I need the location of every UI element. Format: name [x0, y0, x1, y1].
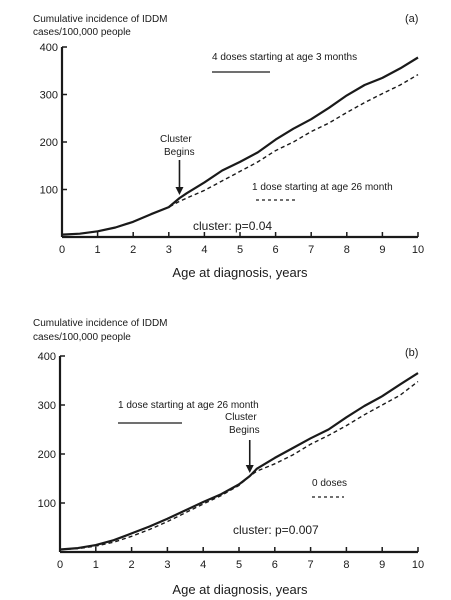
y-tick-label: 300: [40, 90, 58, 102]
y-axis-title-line1: Cumulative incidence of IDDM: [33, 14, 168, 25]
x-tick-label: 5: [236, 559, 242, 571]
x-tick-label: 10: [412, 559, 424, 571]
y-tick-label: 400: [40, 42, 58, 54]
legend-solid-label: 4 doses starting at age 3 months: [212, 52, 357, 63]
legend-dashed-label: 0 doses: [312, 478, 347, 489]
y-tick-label: 100: [38, 498, 56, 510]
x-tick-label: 8: [344, 244, 350, 256]
panel-a: Cumulative incidence of IDDM cases/100,0…: [33, 13, 424, 280]
x-tick-label: 9: [379, 244, 385, 256]
panel-label: (b): [405, 347, 418, 359]
y-tick-label: 300: [38, 400, 56, 412]
x-tick-label: 2: [130, 244, 136, 256]
y-tick-label: 100: [40, 185, 58, 197]
x-tick-label: 10: [412, 244, 424, 256]
y-axis-title-line2: cases/100,000 people: [33, 332, 131, 343]
y-tick-label: 200: [38, 449, 56, 461]
series-line-2: [61, 73, 419, 236]
x-tick-label: 6: [273, 244, 279, 256]
stat-annotation: cluster: p=0.007: [233, 523, 319, 537]
x-tick-label: 9: [379, 559, 385, 571]
y-axis-title-line1: Cumulative incidence of IDDM: [33, 318, 168, 329]
x-tick-label: 1: [95, 244, 101, 256]
x-tick-label: 4: [200, 559, 206, 571]
x-tick-label: 7: [308, 244, 314, 256]
x-tick-label: 6: [272, 559, 278, 571]
annotation-line2: Begins: [164, 147, 195, 158]
x-tick-label: 4: [201, 244, 207, 256]
x-tick-label: 0: [57, 559, 63, 571]
series-line-1: [61, 56, 419, 236]
axis-ticks: 100 200 300 400 0 1 2 3 4 5 6 7 8 9 10: [38, 351, 424, 571]
x-tick-label: 3: [166, 244, 172, 256]
x-tick-label: 7: [308, 559, 314, 571]
legend-solid-label: 1 dose starting at age 26 month: [118, 400, 259, 411]
x-tick-label: 8: [343, 559, 349, 571]
annotation-line1: Cluster: [225, 412, 257, 423]
x-axis-title: Age at diagnosis, years: [172, 265, 308, 280]
x-tick-label: 3: [164, 559, 170, 571]
annotation-arrow-head: [175, 187, 184, 196]
annotation-arrow-head: [245, 465, 254, 474]
y-tick-label: 200: [40, 137, 58, 149]
panel-b: Cumulative incidence of IDDM cases/100,0…: [33, 318, 424, 597]
legend-dashed-label: 1 dose starting at age 26 month: [252, 182, 393, 193]
stat-annotation: cluster: p=0.04: [193, 219, 272, 233]
y-tick-label: 400: [38, 351, 56, 363]
x-tick-label: 1: [93, 559, 99, 571]
x-tick-label: 2: [129, 559, 135, 571]
x-axis-title: Age at diagnosis, years: [172, 582, 308, 597]
series-line-2: [59, 380, 419, 551]
y-axis-title-line2: cases/100,000 people: [33, 27, 131, 38]
x-tick-label: 0: [59, 244, 65, 256]
annotation-line2: Begins: [229, 425, 260, 436]
x-tick-label: 5: [237, 244, 243, 256]
panel-label: (a): [405, 13, 418, 25]
annotation-line1: Cluster: [160, 134, 192, 145]
